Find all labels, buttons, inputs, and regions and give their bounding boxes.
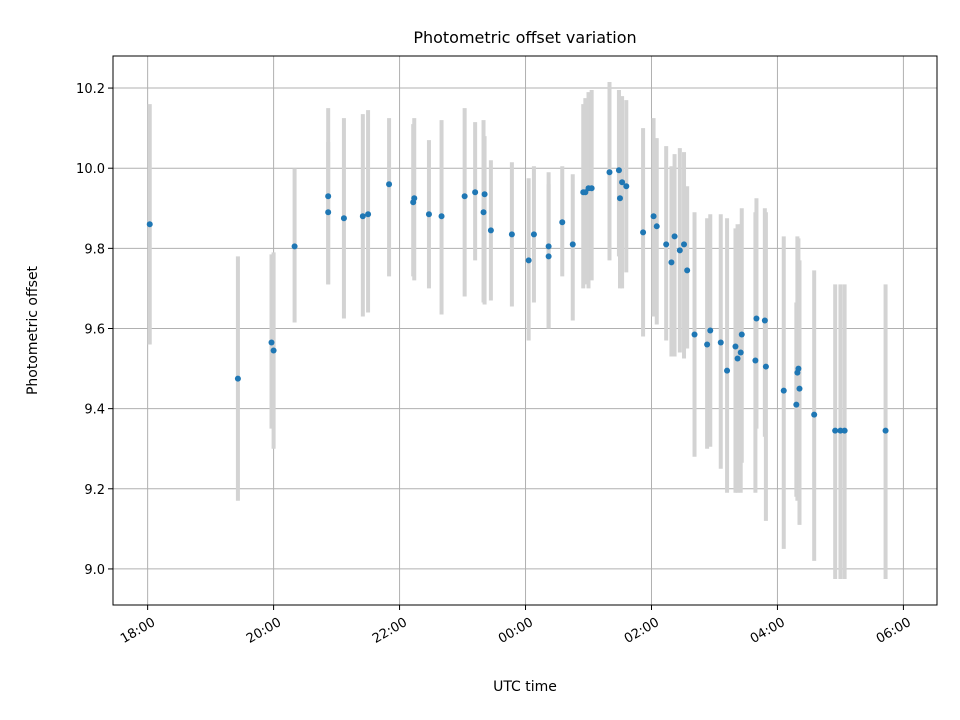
data-point <box>737 349 744 356</box>
y-axis-label: Photometric offset <box>25 265 41 395</box>
data-point <box>671 233 678 240</box>
x-axis-label: UTC time <box>493 679 557 695</box>
data-point <box>365 211 372 218</box>
data-point <box>704 341 711 348</box>
x-tick-label: 20:00 <box>244 615 284 647</box>
data-point <box>762 363 769 370</box>
data-point <box>837 427 844 434</box>
data-point <box>472 189 479 196</box>
plot-frame <box>112 55 938 606</box>
data-point <box>691 331 698 338</box>
data-point <box>676 247 683 254</box>
data-point <box>615 167 622 174</box>
data-point <box>530 231 537 238</box>
y-tick-label: 9.8 <box>84 242 105 257</box>
data-point <box>508 231 515 238</box>
data-point <box>738 331 745 338</box>
data-point <box>525 257 532 264</box>
data-point <box>325 209 332 216</box>
data-point <box>386 181 393 188</box>
x-tick-label: 02:00 <box>622 615 662 647</box>
x-tick-label: 04:00 <box>748 615 788 647</box>
data-point <box>270 347 277 354</box>
x-axis-ticks: 18:00 20:00 22:00 00:00 02:00 04:00 06:00 <box>118 605 914 647</box>
x-tick-label: 06:00 <box>874 615 914 647</box>
data-point <box>425 211 432 218</box>
data-point <box>796 385 803 392</box>
data-point <box>606 169 613 176</box>
data-point <box>569 241 576 248</box>
data-point <box>882 427 889 434</box>
data-point <box>684 267 691 274</box>
data-point <box>545 243 552 250</box>
data-point <box>832 427 839 434</box>
y-tick-label: 9.2 <box>84 483 105 498</box>
data-point <box>681 241 688 248</box>
data-point <box>582 189 589 196</box>
y-tick-label: 10.2 <box>76 82 105 97</box>
y-tick-label: 9.4 <box>84 403 105 418</box>
data-point <box>668 259 675 266</box>
data-point <box>481 191 488 198</box>
y-tick-label: 9.0 <box>84 563 105 578</box>
y-tick-label: 10.0 <box>76 162 105 177</box>
data-point <box>461 193 468 200</box>
data-point <box>438 213 445 220</box>
data-point <box>732 343 739 350</box>
data-point <box>559 219 566 226</box>
x-tick-label: 22:00 <box>370 615 410 647</box>
data-point <box>761 317 768 324</box>
data-point <box>793 401 800 408</box>
data-point <box>640 229 647 236</box>
data-point <box>487 227 494 234</box>
data-point <box>480 209 487 216</box>
y-axis-ticks: 9.0 9.2 9.4 9.6 9.8 10.0 10.2 <box>76 82 113 578</box>
x-tick-label: 18:00 <box>118 615 158 647</box>
data-point <box>707 327 714 334</box>
data-point <box>663 241 670 248</box>
data-point <box>359 213 366 220</box>
data-point <box>623 183 630 190</box>
data-point <box>780 387 787 394</box>
data-points <box>146 167 889 434</box>
data-point <box>753 315 760 322</box>
data-point <box>616 195 623 202</box>
data-point <box>734 355 741 362</box>
data-point <box>653 223 660 230</box>
data-point <box>234 375 241 382</box>
y-tick-label: 9.6 <box>84 322 105 337</box>
grid <box>113 56 937 605</box>
data-point <box>619 179 626 186</box>
data-point <box>752 357 759 364</box>
data-point <box>340 215 347 222</box>
data-point <box>650 213 657 220</box>
data-point <box>411 195 418 202</box>
data-point <box>724 367 731 374</box>
data-point <box>268 339 275 346</box>
data-point <box>795 365 802 372</box>
chart-title: Photometric offset variation <box>413 28 636 47</box>
data-point <box>325 193 332 200</box>
error-bars <box>147 82 888 579</box>
data-point <box>841 427 848 434</box>
data-point <box>146 221 153 228</box>
data-point <box>545 253 552 260</box>
data-point <box>717 339 724 346</box>
data-point <box>291 243 298 250</box>
x-tick-label: 00:00 <box>496 615 536 647</box>
data-point <box>588 185 595 192</box>
data-point <box>811 411 818 418</box>
